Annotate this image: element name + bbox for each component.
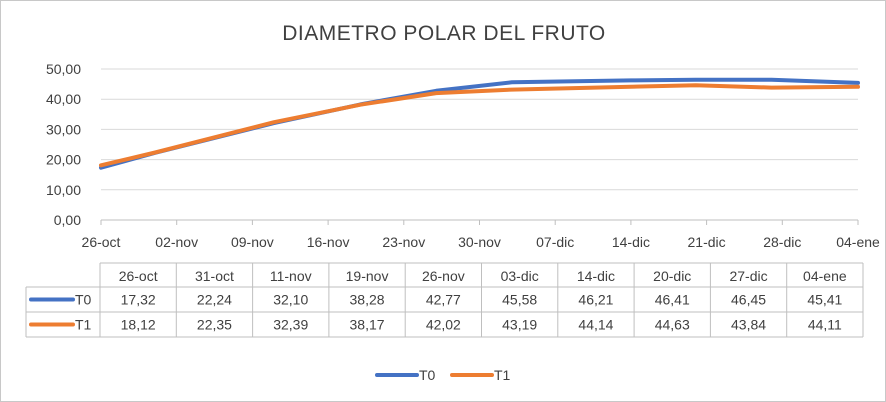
table-cell: 46,21: [578, 292, 613, 308]
x-tick-label: 07-dic: [536, 234, 574, 250]
x-tick-label: 23-nov: [382, 234, 425, 250]
table-cell: 44,14: [578, 317, 613, 333]
chart-title: DIAMETRO POLAR DEL FRUTO: [282, 22, 606, 45]
table-cell: 22,24: [197, 292, 232, 308]
data-table: 26-oct 31-oct 11-nov 19-nov 26-nov 03-dic 14-d…: [25, 262, 864, 338]
table-cell: 22,35: [197, 317, 232, 333]
table-header-cell: 31-oct: [195, 268, 234, 284]
table-header-cell: 03-dic: [501, 268, 539, 284]
x-tick-label: 14-dic: [612, 234, 650, 250]
x-tick-label: 09-nov: [231, 234, 274, 250]
x-tick-label: 28-dic: [763, 234, 801, 250]
x-tick-label: 26-oct: [82, 234, 121, 250]
table-cell: 43,84: [731, 317, 766, 333]
x-tick-label: 21-dic: [688, 234, 726, 250]
table-cell: 42,77: [426, 292, 461, 308]
table-row-label: T1: [75, 317, 92, 333]
table-header-cell: 26-oct: [119, 268, 158, 284]
series-line-t1: [99, 83, 860, 168]
table-cell: 17,32: [121, 292, 156, 308]
x-axis: 26-oct 02-nov 09-nov 16-nov 23-nov 30-nov 07-d…: [82, 219, 880, 250]
table-cell: 32,39: [273, 317, 308, 333]
table-header-cell: 20-dic: [653, 268, 691, 284]
x-tick-label: 04-ene: [836, 234, 880, 250]
table-cell: 43,19: [502, 317, 537, 333]
table-cell: 44,11: [808, 317, 842, 333]
table-header-cell: 26-nov: [422, 268, 465, 284]
table-cell: 38,28: [350, 292, 385, 308]
y-axis-ticks: 0,00 10,00 20,00 30,00 40,00 50,00: [46, 61, 81, 228]
table-header-cell: 11-nov: [270, 268, 312, 284]
y-tick-label: 30,00: [46, 121, 81, 137]
table-cell: 46,45: [731, 292, 766, 308]
table-header-cell: 19-nov: [346, 268, 389, 284]
x-tick-label: 02-nov: [155, 234, 198, 250]
table-cell: 32,10: [273, 292, 308, 308]
x-tick-label: 30-nov: [458, 234, 501, 250]
table-cell: 46,41: [655, 292, 690, 308]
legend: T0 T1: [375, 367, 511, 383]
series-lines: [99, 77, 860, 170]
table-cell: 44,63: [655, 317, 690, 333]
table-header-cell: 04-ene: [803, 268, 847, 284]
legend-label-t0: T0: [419, 367, 436, 383]
legend-label-t1: T1: [494, 367, 511, 383]
y-tick-label: 10,00: [46, 182, 81, 198]
table-header-cell: 14-dic: [577, 268, 615, 284]
table-cell: 38,17: [350, 317, 385, 333]
table-cell: 45,41: [807, 292, 842, 308]
y-tick-label: 50,00: [46, 61, 81, 77]
table-row-label: T0: [75, 292, 92, 308]
y-tick-label: 20,00: [46, 152, 81, 168]
table-cell: 18,12: [121, 317, 156, 333]
y-tick-label: 0,00: [54, 212, 81, 228]
table-header-cell: 27-dic: [729, 268, 767, 284]
x-tick-label: 16-nov: [307, 234, 350, 250]
y-tick-label: 40,00: [46, 91, 81, 107]
table-cell: 42,02: [426, 317, 461, 333]
table-cell: 45,58: [502, 292, 537, 308]
